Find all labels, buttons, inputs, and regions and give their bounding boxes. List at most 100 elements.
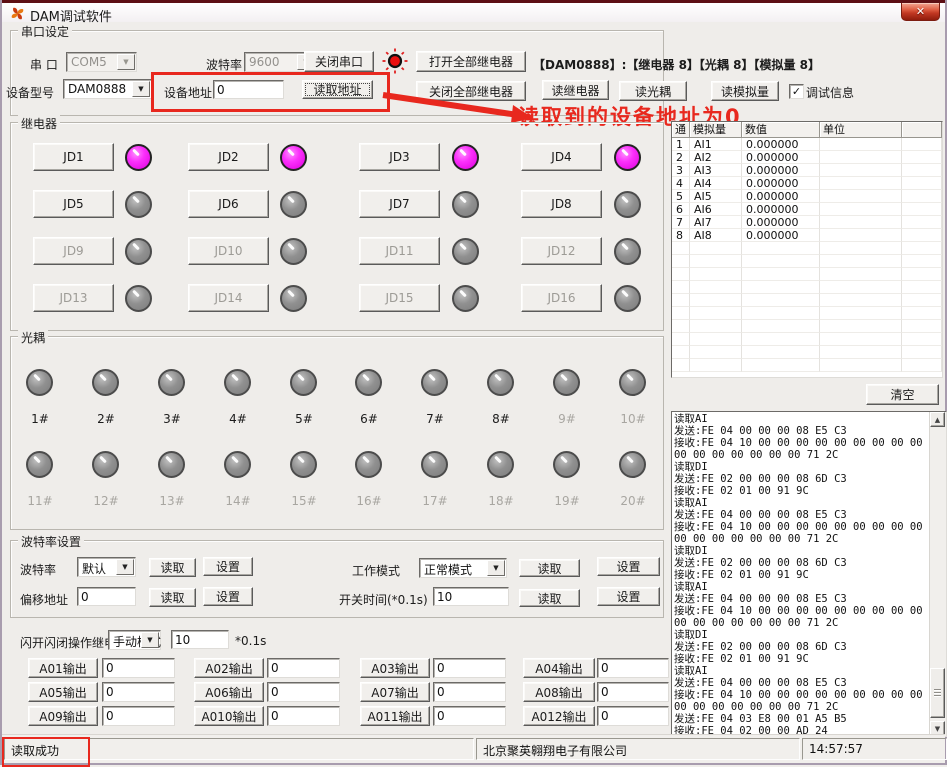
opto-led-10-icon [619, 369, 646, 396]
device-address-input[interactable] [213, 80, 284, 99]
switch-time-set-button[interactable]: 设置 [597, 587, 660, 606]
output-input-a04[interactable] [597, 658, 669, 678]
serial-port-select[interactable]: COM5 ▼ [66, 52, 137, 72]
opto-led-2-icon [92, 369, 119, 396]
relay-button-jd7[interactable]: JD7 [359, 190, 440, 218]
log-scrollbar[interactable]: ▲ ▼ [929, 412, 946, 736]
read-analog-button[interactable]: 读模拟量 [711, 81, 779, 101]
relay-led-jd16-icon [614, 285, 641, 312]
read-relay-button[interactable]: 读继电器 [542, 80, 609, 100]
relay-led-jd4-icon [614, 144, 641, 171]
opto-led-17-icon [421, 451, 448, 478]
close-all-relays-button[interactable]: 关闭全部继电器 [416, 81, 526, 101]
device-model-select[interactable]: DAM0888 ▼ [63, 79, 152, 99]
relay-button-jd13[interactable]: JD13 [33, 284, 114, 312]
relay-button-jd6[interactable]: JD6 [188, 190, 269, 218]
relay-button-jd14[interactable]: JD14 [188, 284, 269, 312]
workmode-set-button[interactable]: 设置 [597, 557, 660, 576]
analog-table-header: 通 模拟量 数值 单位 [672, 122, 942, 138]
baud-setting-select[interactable]: 默认 ▼ [77, 557, 136, 577]
scrollbar-thumb[interactable] [930, 668, 945, 718]
relay-button-jd9[interactable]: JD9 [33, 237, 114, 265]
workmode-select[interactable]: 正常模式 ▼ [419, 558, 507, 578]
workmode-read-button[interactable]: 读取 [519, 559, 580, 577]
output-input-a012[interactable] [597, 706, 669, 726]
relay-button-jd11[interactable]: JD11 [359, 237, 440, 265]
relay-led-jd11-icon [452, 238, 479, 265]
relay-led-jd7-icon [452, 191, 479, 218]
check-icon: ✓ [791, 85, 802, 98]
relay-led-jd10-icon [280, 238, 307, 265]
output-button-a010[interactable]: A010输出 [194, 706, 264, 726]
output-button-a012[interactable]: A012输出 [523, 706, 595, 726]
relay-button-jd5[interactable]: JD5 [33, 190, 114, 218]
offset-read-button[interactable]: 读取 [149, 588, 196, 607]
relay-led-jd13-icon [125, 285, 152, 312]
clear-log-button[interactable]: 清空 [866, 384, 939, 405]
relay-led-jd8-icon [614, 191, 641, 218]
relay-button-jd4[interactable]: JD4 [521, 143, 602, 171]
relay-button-jd16[interactable]: JD16 [521, 284, 602, 312]
output-input-a07[interactable] [433, 682, 506, 702]
output-input-a01[interactable] [102, 658, 175, 678]
table-row: 2 AI2 0.000000 [672, 151, 942, 164]
output-input-a09[interactable] [102, 706, 175, 726]
switch-time-read-button[interactable]: 读取 [519, 589, 580, 607]
close-serial-button[interactable]: 关闭串口 [304, 51, 374, 72]
output-button-a04[interactable]: A04输出 [523, 658, 595, 678]
opto-led-7-icon [421, 369, 448, 396]
scroll-up-button[interactable]: ▲ [930, 412, 945, 427]
relay-led-jd5-icon [125, 191, 152, 218]
flash-time-input[interactable] [171, 630, 229, 649]
output-button-a05[interactable]: A05输出 [28, 682, 98, 702]
workmode-value: 正常模式 [424, 563, 473, 577]
opto-label-20: 20# [620, 494, 646, 508]
read-opto-button[interactable]: 读光耦 [619, 81, 687, 101]
relay-group-title: 继电器 [18, 115, 61, 132]
col-header-channel[interactable]: 通 [672, 122, 690, 138]
output-button-a06[interactable]: A06输出 [194, 682, 264, 702]
relay-button-jd10[interactable]: JD10 [188, 237, 269, 265]
output-button-a03[interactable]: A03输出 [360, 658, 430, 678]
output-input-a08[interactable] [597, 682, 669, 702]
flash-mode-select[interactable]: 手动模式 ▼ [108, 630, 161, 650]
output-input-a02[interactable] [267, 658, 340, 678]
switch-time-input[interactable] [433, 587, 509, 606]
chevron-down-icon: ▼ [141, 632, 159, 648]
baud-setting-value: 默认 [82, 562, 107, 576]
output-button-a01[interactable]: A01输出 [28, 658, 98, 678]
output-input-a05[interactable] [102, 682, 175, 702]
output-button-a09[interactable]: A09输出 [28, 706, 98, 726]
status-bar: 读取成功 北京聚英翱翔电子有限公司 14:57:57 [2, 734, 947, 763]
offset-address-input[interactable] [77, 587, 136, 606]
relay-button-jd12[interactable]: JD12 [521, 237, 602, 265]
opto-label-18: 18# [488, 494, 514, 508]
switch-time-label: 开关时间(*0.1s) [339, 593, 428, 607]
baud-read-button[interactable]: 读取 [149, 558, 196, 577]
relay-button-jd3[interactable]: JD3 [359, 143, 440, 171]
output-button-a011[interactable]: A011输出 [360, 706, 430, 726]
output-button-a08[interactable]: A08输出 [523, 682, 595, 702]
output-input-a03[interactable] [433, 658, 506, 678]
offset-set-button[interactable]: 设置 [203, 587, 253, 606]
col-header-analog[interactable]: 模拟量 [690, 122, 742, 138]
col-header-value[interactable]: 数值 [742, 122, 820, 138]
output-input-a06[interactable] [267, 682, 340, 702]
log-panel[interactable]: 读取AI 发送:FE 04 00 00 00 08 E5 C3 接收:FE 04… [671, 411, 947, 737]
baud-set-button[interactable]: 设置 [203, 557, 253, 576]
col-header-unit[interactable]: 单位 [820, 122, 902, 138]
debug-info-checkbox[interactable]: ✓ [789, 84, 804, 99]
opto-led-5-icon [290, 369, 317, 396]
output-input-a011[interactable] [433, 706, 506, 726]
relay-button-jd1[interactable]: JD1 [33, 143, 114, 171]
read-address-button[interactable]: 读取地址 [302, 80, 373, 99]
open-all-relays-button[interactable]: 打开全部继电器 [416, 51, 526, 72]
relay-button-jd15[interactable]: JD15 [359, 284, 440, 312]
output-button-a07[interactable]: A07输出 [360, 682, 430, 702]
output-input-a010[interactable] [267, 706, 340, 726]
relay-button-jd8[interactable]: JD8 [521, 190, 602, 218]
output-button-a02[interactable]: A02输出 [194, 658, 264, 678]
relay-button-jd2[interactable]: JD2 [188, 143, 269, 171]
table-row: 4 AI4 0.000000 [672, 177, 942, 190]
close-button[interactable]: ✕ [901, 3, 940, 21]
